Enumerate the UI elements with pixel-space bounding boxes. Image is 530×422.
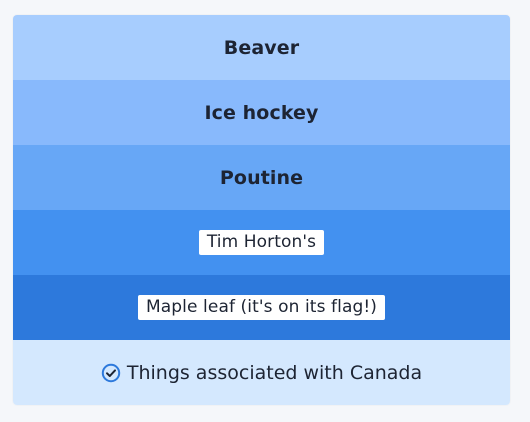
category-footer: Things associated with Canada — [13, 340, 510, 405]
category-title: Things associated with Canada — [126, 361, 423, 384]
list-item-label: Poutine — [219, 166, 304, 189]
list-item-beaver[interactable]: Beaver — [13, 15, 510, 80]
list-item-ice-hockey[interactable]: Ice hockey — [13, 80, 510, 145]
check-circle-icon — [101, 363, 121, 382]
list-item-poutine[interactable]: Poutine — [13, 145, 510, 210]
list-item-label-chip: Maple leaf (it's on its flag!) — [138, 295, 385, 320]
list-item-label: Ice hockey — [204, 101, 319, 124]
list-item-label-chip: Tim Horton's — [198, 230, 325, 255]
list-item-tim-hortons[interactable]: Tim Horton's — [13, 210, 510, 275]
list-item-label: Beaver — [223, 36, 300, 59]
answer-list-card: Beaver Ice hockey Poutine Tim Horton's M… — [13, 15, 510, 405]
list-item-maple-leaf[interactable]: Maple leaf (it's on its flag!) — [13, 275, 510, 340]
